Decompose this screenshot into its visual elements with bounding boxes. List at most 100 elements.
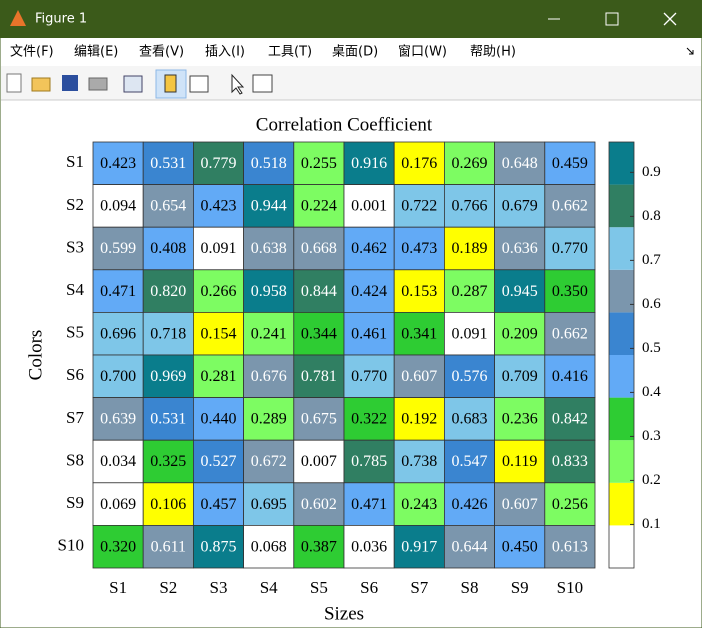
cell-label: 0.638 <box>251 240 287 257</box>
heatmap-cell <box>243 354 295 398</box>
cell-label: 0.672 <box>251 453 287 470</box>
heatmap-cell <box>243 311 295 356</box>
heatmap-cell <box>142 184 194 228</box>
colorbar-tick-label: 0.6 <box>642 296 661 312</box>
cell-label: 0.648 <box>502 155 538 172</box>
heatmap-cell <box>293 141 345 185</box>
cell-label: 0.607 <box>502 496 538 513</box>
menu-item[interactable]: 插入(I) <box>205 45 245 60</box>
window-title: Figure 1 <box>35 12 87 27</box>
cell-label: 0.958 <box>251 283 287 300</box>
cell-label: 0.916 <box>351 155 387 172</box>
heatmap-cell <box>243 269 295 313</box>
heatmap-cell <box>544 226 596 271</box>
menu-item[interactable]: 文件(F) <box>10 45 54 60</box>
heatmap-cell <box>243 141 295 185</box>
cell-label: 0.917 <box>401 538 437 555</box>
toolbar <box>1 66 701 100</box>
heatmap-cell <box>192 226 244 271</box>
cell-label: 0.119 <box>502 453 537 470</box>
y-tick-label: S6 <box>66 365 84 384</box>
cell-label: 0.106 <box>150 496 186 513</box>
cell-label: 0.091 <box>452 325 488 342</box>
heatmap-cell <box>443 141 495 185</box>
cell-label: 0.423 <box>201 198 237 215</box>
link-icon[interactable] <box>123 75 143 93</box>
cell-label: 0.683 <box>452 411 488 428</box>
colorbar-tick-label: 0.9 <box>642 164 661 180</box>
heatmap-cell <box>544 269 596 313</box>
title-bar <box>0 0 702 38</box>
cell-label: 0.068 <box>251 538 287 555</box>
cell-label: 0.209 <box>502 325 538 342</box>
cell-label: 0.969 <box>150 368 186 385</box>
cell-label: 0.344 <box>301 325 337 342</box>
menu-item[interactable]: 编辑(E) <box>74 45 118 60</box>
cell-label: 0.001 <box>351 198 387 215</box>
heatmap-cell <box>92 354 144 398</box>
heatmap-cell <box>142 354 194 398</box>
heatmap-cell <box>92 226 144 271</box>
x-axis-label: Sizes <box>324 603 364 624</box>
cell-label: 0.007 <box>301 453 337 470</box>
menu-item[interactable]: 窗口(W) <box>398 44 447 60</box>
colorbar-segment <box>609 397 634 441</box>
cell-label: 0.679 <box>502 198 538 215</box>
cell-label: 0.462 <box>351 240 387 257</box>
x-tick-label: S8 <box>461 578 479 597</box>
cell-label: 0.722 <box>401 198 437 215</box>
colorbar-segment <box>609 312 634 355</box>
y-tick-label: S2 <box>66 195 84 214</box>
open-icon[interactable] <box>31 77 51 92</box>
heatmap-cell <box>142 269 194 313</box>
cell-label: 0.527 <box>201 453 237 470</box>
heatmap-cell <box>393 397 445 441</box>
x-tick-label: S3 <box>210 578 228 597</box>
save-icon[interactable] <box>62 75 78 91</box>
cell-label: 0.236 <box>502 411 538 428</box>
new-icon[interactable] <box>6 73 22 93</box>
colorbar-segment <box>609 269 634 313</box>
cell-label: 0.781 <box>301 368 337 385</box>
heatmap-cell <box>343 397 395 441</box>
y-tick-label: S8 <box>66 450 84 469</box>
heatmap-cell <box>92 311 144 356</box>
cell-label: 0.034 <box>100 453 136 470</box>
x-tick-label: S1 <box>109 578 127 597</box>
heatmap-cell <box>142 226 194 271</box>
cell-label: 0.255 <box>301 155 337 172</box>
heatmap-cell <box>293 397 345 441</box>
heatmap-cell <box>192 141 244 185</box>
y-axis-label: Colors <box>25 330 46 381</box>
cell-label: 0.387 <box>301 538 337 555</box>
heatmap-cell <box>443 269 495 313</box>
menu-item[interactable]: 桌面(D) <box>332 45 378 60</box>
print-icon[interactable] <box>88 77 108 91</box>
cell-label: 0.547 <box>452 453 488 470</box>
heatmap-cell <box>393 354 445 398</box>
dock-arrow[interactable] <box>686 47 694 55</box>
heatmap-cell <box>494 184 546 228</box>
menu-item[interactable]: 帮助(H) <box>470 45 516 60</box>
heatmap-cell <box>393 226 445 271</box>
legend-icon[interactable] <box>189 75 209 93</box>
cell-label: 0.945 <box>502 283 538 300</box>
colorbar-frame <box>608 141 635 569</box>
close-button[interactable] <box>663 12 677 26</box>
cell-label: 0.224 <box>301 198 337 215</box>
x-tick-label: S4 <box>260 578 278 597</box>
maximize-button[interactable] <box>605 12 619 26</box>
y-tick-label: S9 <box>66 493 84 512</box>
cell-label: 0.944 <box>251 198 287 215</box>
cell-label: 0.036 <box>351 538 387 555</box>
cell-label: 0.654 <box>150 198 186 215</box>
heatmap-cell <box>343 269 395 313</box>
colorbar-segment <box>609 440 634 483</box>
cell-label: 0.644 <box>452 538 488 555</box>
cell-label: 0.639 <box>100 411 136 428</box>
menu-item[interactable]: 工具(T) <box>268 45 312 60</box>
menu-item[interactable]: 查看(V) <box>139 44 184 60</box>
property-icon[interactable] <box>252 74 273 93</box>
cell-label: 0.576 <box>452 368 488 385</box>
pointer-icon[interactable] <box>231 73 245 95</box>
